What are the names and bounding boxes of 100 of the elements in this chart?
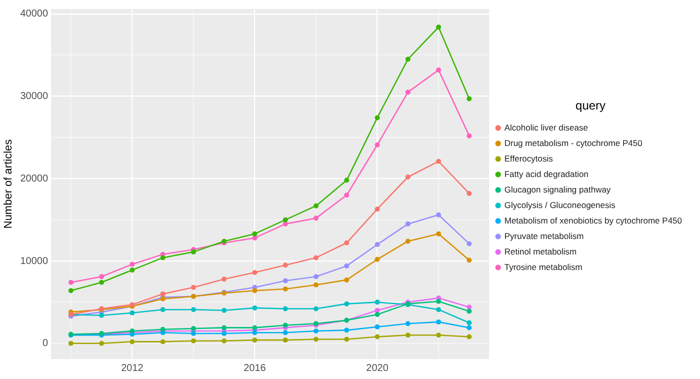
- x-tick-label: 2016: [244, 362, 266, 374]
- point: [436, 24, 442, 30]
- legend-label: Drug metabolism - cytochrome P450: [504, 138, 643, 148]
- point: [344, 277, 350, 282]
- legend-title: query: [576, 98, 606, 113]
- y-axis-title: Number of articles: [2, 138, 15, 229]
- point: [99, 312, 104, 318]
- point: [405, 221, 410, 226]
- point: [314, 282, 319, 288]
- point: [436, 298, 442, 304]
- point: [466, 304, 472, 310]
- point: [314, 306, 319, 312]
- point: [252, 231, 258, 236]
- point: [190, 284, 196, 290]
- point: [314, 255, 319, 260]
- point: [68, 288, 74, 294]
- point: [344, 240, 350, 246]
- y-tick-label: 40000: [20, 8, 48, 20]
- point: [190, 307, 196, 312]
- point: [374, 115, 380, 120]
- point: [344, 301, 350, 306]
- point: [99, 280, 104, 285]
- legend-label: Glucagon signaling pathway: [504, 184, 612, 194]
- legend-label: Fatty acid degradation: [504, 168, 589, 179]
- point: [314, 336, 319, 342]
- point: [466, 241, 472, 246]
- point: [222, 308, 227, 313]
- point: [252, 288, 258, 294]
- point: [160, 339, 166, 344]
- point: [252, 325, 258, 330]
- point: [374, 312, 380, 318]
- point: [374, 142, 380, 148]
- point: [344, 178, 350, 183]
- point: [314, 216, 319, 221]
- point: [374, 334, 380, 340]
- point: [436, 67, 442, 72]
- point: [436, 307, 442, 312]
- legend-label: Efferocytosis: [504, 153, 553, 164]
- point: [374, 206, 380, 212]
- point: [160, 291, 166, 296]
- point: [282, 262, 288, 268]
- point: [252, 305, 258, 310]
- point: [405, 90, 410, 95]
- y-tick-label: 20000: [20, 173, 48, 184]
- legend-label: Glycolysis / Gluconeogenesis: [504, 200, 616, 210]
- point: [314, 203, 319, 208]
- legend-label: Retinol metabolism: [504, 246, 577, 256]
- point: [68, 280, 74, 285]
- point: [466, 133, 472, 138]
- point: [466, 190, 472, 196]
- point: [436, 158, 442, 164]
- point: [436, 319, 442, 324]
- point: [466, 320, 472, 326]
- point: [252, 330, 258, 336]
- y-tick-label: 10000: [20, 256, 48, 267]
- point: [374, 300, 380, 305]
- point: [130, 310, 135, 316]
- point: [282, 322, 288, 328]
- point: [314, 328, 319, 334]
- point: [190, 330, 196, 336]
- point: [466, 96, 472, 102]
- point: [314, 274, 319, 280]
- point: [282, 278, 288, 284]
- point: [282, 330, 288, 336]
- point: [344, 336, 350, 342]
- legend-label: Alcoholic liver disease: [504, 122, 588, 132]
- point: [344, 192, 350, 198]
- y-tick-label: 0: [42, 338, 48, 350]
- point: [466, 308, 472, 314]
- x-tick-label: 2020: [366, 362, 389, 374]
- legend-label: Pyruvate metabolism: [504, 230, 584, 241]
- point: [436, 332, 442, 338]
- point: [374, 242, 380, 248]
- point: [405, 332, 410, 338]
- point: [466, 258, 472, 263]
- point: [68, 340, 74, 346]
- point: [282, 338, 288, 343]
- point: [160, 307, 166, 312]
- point: [282, 217, 288, 222]
- point: [190, 338, 196, 344]
- point: [190, 326, 196, 332]
- point: [282, 286, 288, 292]
- point: [130, 262, 135, 267]
- point: [405, 174, 410, 180]
- point: [374, 256, 380, 262]
- point: [374, 324, 380, 330]
- x-tick-label: 2012: [121, 362, 144, 374]
- point: [130, 339, 135, 344]
- point: [252, 338, 258, 343]
- point: [436, 212, 442, 218]
- point: [99, 340, 104, 346]
- y-tick-label: 30000: [20, 91, 48, 102]
- point: [160, 255, 166, 260]
- point: [405, 321, 410, 326]
- point: [222, 325, 227, 330]
- point: [405, 238, 410, 244]
- point: [466, 334, 472, 340]
- point: [252, 270, 258, 276]
- point: [344, 328, 350, 333]
- point: [222, 338, 227, 344]
